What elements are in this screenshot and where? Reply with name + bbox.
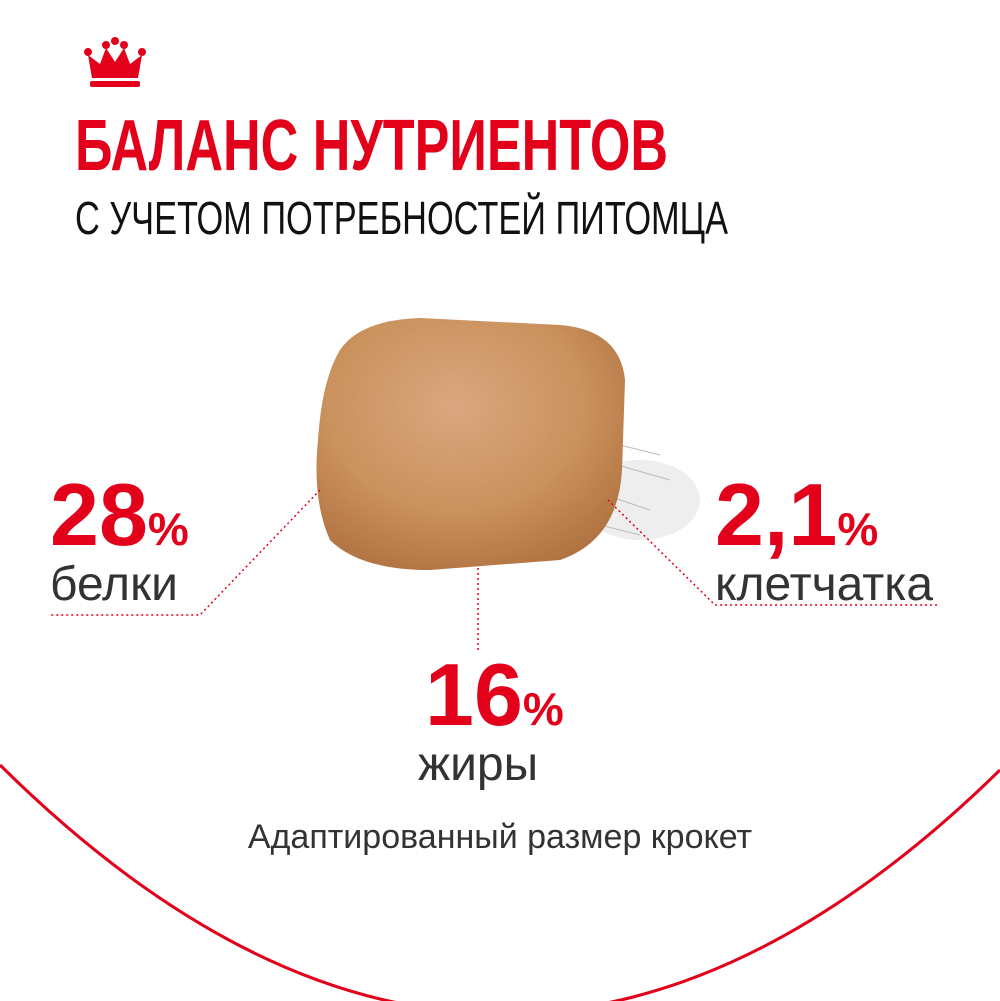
nutrient-name: клетчатка	[715, 558, 933, 611]
nutrient: 16%	[425, 645, 564, 744]
nutrient-name: белки	[50, 558, 178, 611]
nutrient-unit: %	[148, 503, 189, 555]
nutrient: 28%	[50, 465, 189, 564]
caption: Адаптированный размер крокет	[248, 818, 752, 856]
nutrient-value: 16	[425, 645, 523, 744]
nutrient-value: 28	[50, 465, 148, 564]
nutrient-unit: %	[523, 683, 564, 735]
arc	[0, 763, 1000, 1001]
nutrient-value: 2,1	[715, 465, 837, 564]
logo	[84, 37, 146, 87]
nutrient-unit: %	[837, 503, 878, 555]
title: БАЛАНС НУТРИЕНТОВ	[75, 106, 668, 186]
subtitle: С УЧЕТОМ ПОТРЕБНОСТЕЙ ПИТОМЦА	[75, 192, 728, 244]
nutrient: 2,1%	[715, 465, 878, 564]
kibble	[316, 318, 625, 570]
nutrient-name: жиры	[418, 738, 538, 791]
